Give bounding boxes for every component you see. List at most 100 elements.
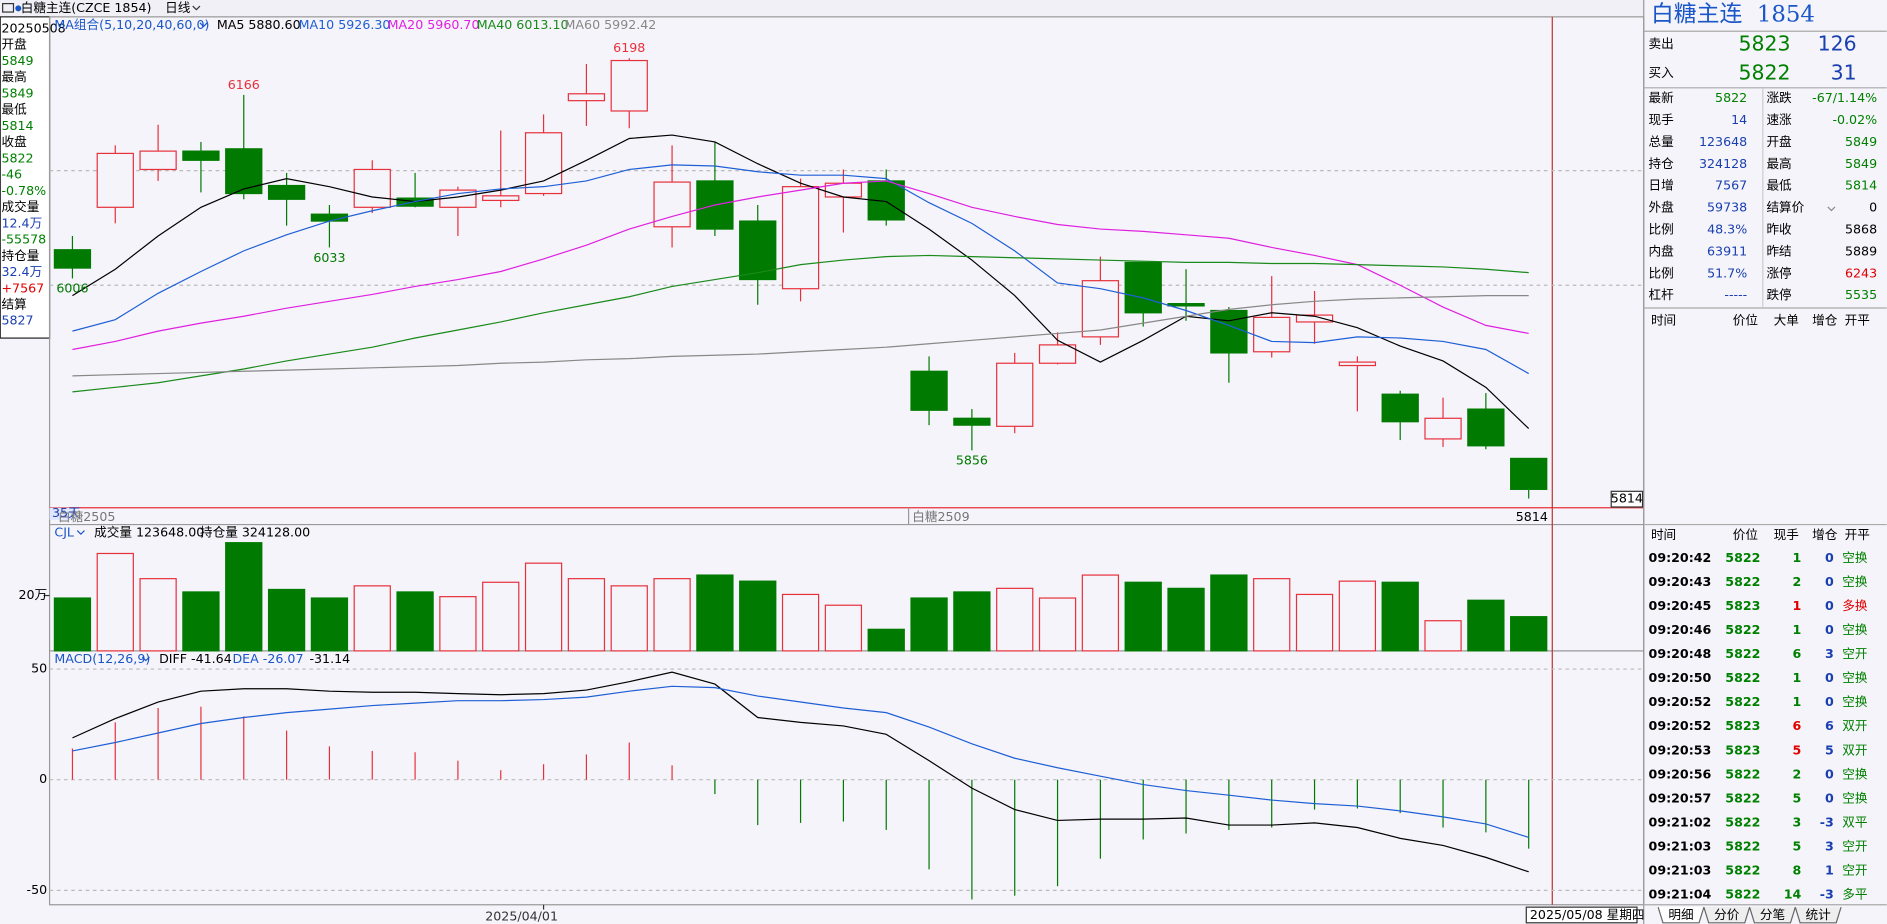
tab-label: 分价 — [1714, 907, 1740, 922]
candle-body — [139, 150, 177, 171]
tab[interactable] — [1703, 906, 1751, 924]
trade-oi: 6 — [1825, 718, 1834, 733]
quote-label: 买入 — [1649, 65, 1675, 80]
volume-bar — [310, 597, 349, 652]
chevron — [199, 22, 208, 28]
volume-bar — [739, 580, 777, 652]
legend-item: -31.14 — [309, 651, 350, 666]
stat-value: 5889 — [1845, 243, 1877, 258]
ma-line — [72, 164, 1529, 375]
trade-hand: 2 — [1793, 574, 1802, 589]
trade-type: 空开 — [1842, 863, 1867, 878]
quote-title: 白糖主连 — [1651, 2, 1743, 28]
trade-time: 09:20:50 — [1649, 670, 1712, 685]
trade-oi: 3 — [1825, 646, 1834, 661]
quote-code: 1854 — [1757, 2, 1815, 28]
dropdown[interactable] — [1827, 206, 1836, 212]
trade-time: 09:20:43 — [1649, 574, 1712, 589]
legend-item: 成交量 123648.00 — [94, 524, 204, 539]
chevron — [192, 5, 201, 11]
legend-item: DIFF -41.64 — [159, 651, 232, 666]
trade-hand: 14 — [1784, 887, 1802, 902]
trade-price: 5822 — [1725, 622, 1760, 637]
stat-value: 5822 — [1715, 90, 1747, 105]
period-badge — [49, 507, 77, 520]
cursor-date-box — [1525, 906, 1638, 924]
tab-label: 统计 — [1806, 907, 1832, 922]
candle-body — [1295, 314, 1334, 323]
cursor-price: 5814 — [1516, 509, 1548, 524]
legend-item: MA60 5992.42 — [565, 17, 657, 32]
trade-time: 09:20:52 — [1649, 718, 1712, 733]
info-item: 5827 — [1, 313, 33, 328]
cursor-date: 2025/05/08 星期四 — [1530, 907, 1645, 922]
candle-body — [610, 59, 648, 112]
volume-bar — [1167, 587, 1205, 652]
volume-bar — [1081, 574, 1120, 652]
stat-value: 5868 — [1845, 222, 1877, 237]
trade-oi: 0 — [1825, 694, 1834, 709]
stat-value: 5814 — [1845, 178, 1877, 193]
quote-price: 5823 — [1738, 32, 1790, 56]
candle-body — [53, 249, 92, 269]
tab[interactable] — [1749, 906, 1796, 924]
cursor-price: 5814 — [1611, 491, 1643, 506]
trade-hand: 8 — [1793, 863, 1802, 878]
volume-bar — [1253, 578, 1291, 652]
volume-bar — [53, 597, 92, 652]
y-tick-label: 0 — [39, 771, 47, 786]
y-tick-label: 50 — [31, 661, 47, 676]
menu-icon[interactable] — [2, 3, 15, 13]
volume-bar — [1124, 581, 1162, 652]
info-item: 开盘 — [1, 37, 27, 52]
trade-hand: 1 — [1793, 670, 1802, 685]
candle-body — [1210, 309, 1248, 354]
volume-bar — [1038, 597, 1077, 652]
info-item: 20250508 — [1, 20, 65, 35]
table-header: 增仓 — [1812, 527, 1838, 542]
chevron — [141, 656, 150, 662]
candle-body — [1038, 344, 1077, 364]
info-item: 32.4万 — [1, 264, 42, 279]
stat-label: 外盘 — [1649, 200, 1675, 215]
stat-label: 开盘 — [1766, 134, 1792, 149]
tab[interactable] — [1657, 906, 1705, 924]
stat-value: 7567 — [1715, 178, 1747, 193]
stat-value: -0.02% — [1832, 112, 1877, 127]
trade-oi: 0 — [1825, 670, 1834, 685]
stat-label: 内盘 — [1649, 243, 1675, 258]
quote-price: 5822 — [1738, 60, 1790, 84]
y-tick-label: -50 — [27, 882, 48, 897]
trade-oi: 5 — [1825, 742, 1834, 757]
stat-label: 日增 — [1649, 178, 1674, 193]
candle-body — [781, 186, 820, 290]
trade-oi: -3 — [1820, 887, 1834, 902]
tab[interactable] — [1794, 906, 1842, 924]
stat-value: 0 — [1869, 200, 1877, 215]
candle-body — [1510, 457, 1548, 490]
table-header: 大单 — [1774, 313, 1799, 328]
trade-time: 09:20:45 — [1649, 598, 1712, 613]
trade-type: 双开 — [1842, 742, 1867, 757]
stat-value: 59738 — [1707, 200, 1747, 215]
trade-type: 多平 — [1842, 887, 1867, 902]
info-panel — [0, 16, 51, 339]
cursor-price-box — [1610, 490, 1644, 508]
trade-type: 空换 — [1842, 670, 1868, 685]
info-item: 结算 — [1, 296, 26, 311]
stat-label: 昨结 — [1766, 243, 1791, 258]
trade-hand: 1 — [1793, 622, 1802, 637]
trade-oi: 0 — [1825, 598, 1834, 613]
trade-oi: 0 — [1825, 766, 1834, 781]
toolbar — [0, 0, 1644, 17]
trade-price: 5822 — [1725, 694, 1760, 709]
stat-label: 最低 — [1766, 178, 1792, 193]
trade-type: 空开 — [1842, 839, 1867, 854]
candle-body — [1338, 361, 1377, 367]
candle-body — [267, 184, 306, 200]
table-header: 时间 — [1651, 527, 1676, 542]
trade-oi: 0 — [1825, 790, 1834, 805]
period[interactable]: 日线 — [165, 0, 191, 15]
trade-hand: 5 — [1793, 839, 1802, 854]
window-title: 白糖主连(CZCE 1854) — [21, 0, 152, 15]
